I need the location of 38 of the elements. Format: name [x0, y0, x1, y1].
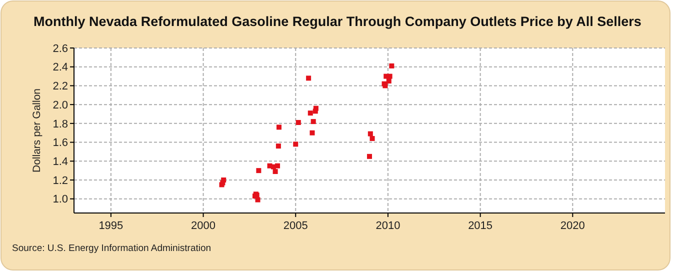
point [308, 110, 313, 116]
chart-title: Monthly Nevada Reformulated Gasoline Regular Through Company Outlets Price by All Sellers [34, 14, 642, 29]
point [368, 131, 373, 136]
x-tick-label: 2020 [560, 220, 585, 232]
y-tick-label: 1.2 [52, 174, 68, 187]
point [221, 178, 226, 182]
point [306, 76, 312, 81]
point [310, 130, 315, 136]
point [387, 74, 392, 79]
y-axis-title: Dollars per Gallon [31, 88, 43, 173]
x-tick-label: 2005 [283, 220, 308, 232]
point [367, 154, 372, 159]
x-tick-label: 2010 [376, 220, 400, 232]
y-tick-label: 1.0 [52, 194, 68, 206]
y-tick-label: 2.2 [52, 80, 68, 93]
source-note: Source: U.S. Energy Information Administration [12, 243, 212, 254]
point [276, 124, 282, 130]
y-tick-label: 2.4 [52, 62, 68, 74]
point [272, 169, 278, 174]
point [370, 136, 375, 142]
y-tick-label: 2.0 [52, 99, 68, 112]
point [256, 168, 262, 174]
y-tick-label: 1.6 [52, 137, 68, 150]
x-tick-label: 1995 [98, 220, 124, 232]
y-tick-label: 1.8 [52, 118, 68, 130]
y-tick-label: 2.6 [52, 42, 68, 55]
point [386, 78, 392, 84]
point [255, 197, 260, 202]
x-tick-label: 2015 [468, 220, 493, 232]
point [296, 120, 301, 125]
point [293, 142, 298, 147]
point [389, 63, 394, 68]
point [313, 106, 318, 111]
point [310, 119, 316, 124]
point [276, 144, 281, 149]
x-tick-label: 2000 [191, 220, 216, 232]
point [275, 163, 280, 168]
y-tick-label: 1.4 [52, 156, 68, 168]
